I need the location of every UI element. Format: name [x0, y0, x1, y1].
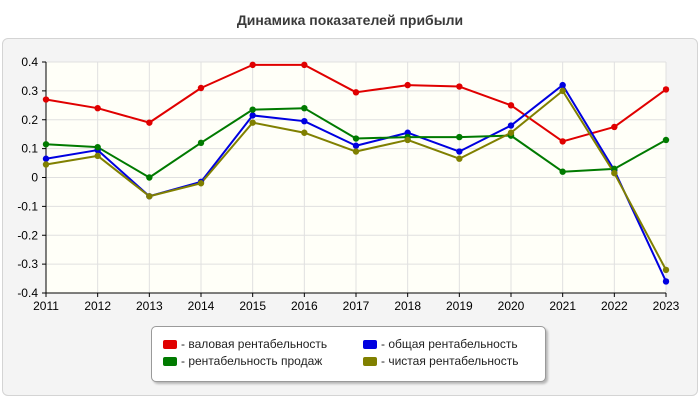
x-tick-label: 2018	[394, 299, 421, 313]
data-point	[301, 105, 308, 112]
x-tick-label: 2019	[446, 299, 473, 313]
data-point	[352, 148, 360, 155]
legend-swatch	[163, 356, 177, 366]
y-tick-label: -0.1	[17, 199, 38, 213]
x-tick-label: 2015	[239, 299, 266, 313]
y-tick-label: -0.4	[17, 286, 38, 300]
x-tick-label: 2023	[653, 299, 680, 313]
data-point	[662, 266, 670, 274]
legend-label: - чистая рентабельность	[381, 354, 519, 368]
data-point	[94, 143, 101, 151]
chart-legend: - валовая рентабельность - рентабельност…	[151, 326, 546, 382]
legend-swatch	[363, 356, 377, 366]
legend-swatch	[163, 339, 177, 349]
data-point	[611, 123, 618, 131]
data-point	[456, 133, 463, 141]
legend-item: - валовая рентабельность	[163, 336, 327, 352]
data-point	[146, 174, 153, 181]
legend-label: - общая рентабельность	[381, 337, 518, 351]
y-tick-label: 0.4	[21, 55, 38, 69]
x-tick-label: 2017	[343, 299, 370, 313]
y-tick-label: -0.2	[17, 228, 38, 242]
data-point	[42, 96, 50, 103]
data-point	[249, 106, 256, 113]
data-point	[456, 155, 463, 162]
data-point	[42, 161, 50, 168]
legend-label: - валовая рентабельность	[181, 337, 328, 351]
data-point	[301, 129, 308, 136]
data-point	[611, 169, 618, 177]
data-point	[404, 136, 411, 144]
data-point	[559, 138, 566, 145]
y-tick-label: -0.3	[17, 257, 38, 271]
data-point	[456, 83, 463, 90]
data-point	[197, 84, 205, 92]
data-point	[197, 180, 205, 187]
data-point	[507, 102, 515, 109]
y-tick-label: 0.2	[21, 113, 38, 127]
x-tick-label: 2012	[84, 299, 111, 313]
x-tick-label: 2021	[549, 299, 576, 313]
data-point	[301, 117, 308, 125]
x-tick-label: 2014	[188, 299, 215, 313]
legend-item: - рентабельность продаж	[163, 353, 322, 369]
y-tick-label: 0.3	[21, 84, 38, 98]
data-point	[352, 135, 360, 142]
data-point	[507, 122, 515, 129]
data-point	[197, 139, 205, 147]
data-point	[352, 89, 360, 96]
legend-item: - чистая рентабельность	[363, 353, 518, 369]
x-tick-label: 2013	[136, 299, 163, 313]
x-tick-label: 2022	[601, 299, 628, 313]
data-point	[146, 119, 153, 126]
data-point	[404, 81, 411, 89]
legend-swatch	[363, 339, 377, 349]
data-point	[559, 168, 566, 175]
data-point	[94, 152, 101, 160]
data-point	[42, 155, 50, 162]
data-point	[662, 86, 670, 93]
data-point	[146, 193, 153, 200]
data-point	[559, 81, 566, 89]
data-point	[249, 119, 256, 126]
data-point	[301, 61, 308, 69]
data-point	[94, 105, 101, 112]
data-point	[559, 87, 566, 95]
x-tick-label: 2016	[291, 299, 318, 313]
y-tick-label: 0	[31, 171, 38, 185]
data-point	[507, 129, 515, 136]
data-point	[249, 112, 256, 119]
data-point	[456, 148, 463, 155]
chart-title: Динамика показателей прибыли	[236, 12, 464, 28]
data-point	[352, 142, 360, 149]
data-point	[42, 141, 50, 148]
legend-item: - общая рентабельность	[363, 336, 518, 352]
data-point	[249, 61, 256, 69]
y-tick-label: 0.1	[21, 142, 38, 156]
legend-label: - рентабельность продаж	[181, 354, 323, 368]
x-tick-label: 2020	[498, 299, 525, 313]
data-point	[662, 278, 670, 285]
data-point	[662, 136, 670, 144]
x-tick-label: 2011	[33, 299, 59, 313]
